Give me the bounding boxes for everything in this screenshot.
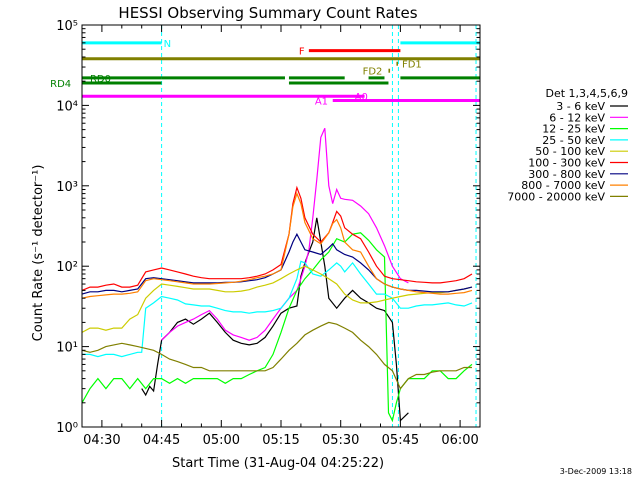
plot-layer — [81, 25, 477, 427]
flag-bar-label: RD0 — [90, 74, 111, 85]
flag-bar-label: A0 — [355, 92, 368, 103]
series-line-1 — [161, 127, 409, 341]
flag-bar-label: F — [299, 47, 305, 58]
legend-label: 100 - 300 keV — [528, 157, 605, 170]
x-tick-label: 06:00 — [441, 433, 478, 448]
series-line-6 — [81, 232, 473, 295]
flag-bar-label: FD1 — [402, 60, 422, 71]
flag-bars: N F FD1 FD2 RD0 RD4 A0 A1 — [50, 39, 480, 108]
footer-date: 3-Dec-2009 13:18 — [560, 467, 632, 476]
y-tick-label: 10⁵ — [56, 19, 78, 34]
x-tick-label: 05:15 — [262, 433, 299, 448]
legend-label: 12 - 25 keV — [542, 123, 605, 136]
y-tick-label: 10³ — [56, 180, 78, 195]
x-tick-label: 05:45 — [382, 433, 419, 448]
legend-label: 800 - 7000 keV — [521, 179, 605, 192]
legend-label: 50 - 100 keV — [535, 145, 605, 158]
x-tick-label: 04:45 — [143, 433, 180, 448]
y-axis-label: Count Rate (s⁻¹ detector⁻¹) — [31, 165, 46, 342]
y-tick-label: 10⁰ — [56, 421, 78, 436]
y-tick-label: 10⁴ — [56, 99, 78, 114]
series-line-8 — [81, 321, 472, 390]
chart-title: HESSI Observing Summary Count Rates — [118, 4, 417, 22]
series-line-5 — [81, 185, 473, 291]
plot-frame — [81, 24, 481, 428]
x-tick-label: 05:30 — [322, 433, 359, 448]
series-line-7 — [81, 191, 473, 299]
flag-bar-label: FD2 — [363, 67, 383, 78]
x-tick-label: 05:00 — [203, 433, 240, 448]
legend-label: 3 - 6 keV — [556, 100, 605, 113]
series-line-0 — [141, 217, 409, 422]
legend-label: 7000 - 20000 keV — [507, 190, 605, 203]
legend-title: Det 1,3,4,5,6,9 — [545, 87, 628, 100]
x-axis-label: Start Time (31-Aug-04 04:25:22) — [172, 456, 384, 471]
flag-bar-label: A1 — [315, 97, 328, 108]
series-line-3 — [82, 260, 473, 358]
series-line-2 — [81, 232, 473, 423]
y-tick-label: 10² — [56, 260, 78, 275]
flag-bar-label: N — [164, 39, 171, 50]
flag-bar-label: RD4 — [50, 79, 71, 90]
legend-label: 300 - 800 keV — [528, 168, 605, 181]
legend-label: 25 - 50 keV — [542, 134, 605, 147]
x-tick-label: 04:30 — [83, 433, 120, 448]
legend-label: 6 - 12 keV — [549, 111, 605, 124]
series-line-4 — [81, 265, 473, 333]
y-tick-label: 10¹ — [56, 341, 78, 356]
axes: 04:30 04:45 05:00 05:15 05:30 05:45 06:00 10⁰ 10… — [56, 19, 481, 448]
